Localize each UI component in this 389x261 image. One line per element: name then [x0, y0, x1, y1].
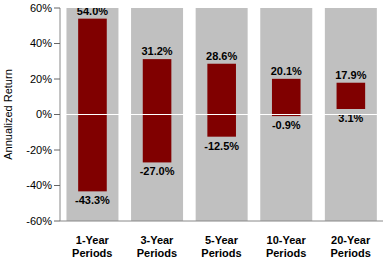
svg-text:-43.3%: -43.3% [75, 194, 110, 206]
svg-text:3-YearPeriods: 3-YearPeriods [137, 234, 177, 259]
svg-text:-20%: -20% [26, 144, 52, 156]
svg-text:40%: 40% [30, 37, 52, 49]
svg-text:31.2%: 31.2% [141, 45, 172, 57]
svg-text:28.6%: 28.6% [206, 50, 237, 62]
svg-text:-0.9%: -0.9% [272, 119, 301, 131]
svg-text:60%: 60% [30, 2, 52, 14]
svg-text:3.1%: 3.1% [338, 112, 363, 124]
svg-text:5-YearPeriods: 5-YearPeriods [201, 234, 241, 259]
svg-text:20%: 20% [30, 73, 52, 85]
svg-text:0%: 0% [36, 108, 52, 120]
svg-text:1-YearPeriods: 1-YearPeriods [72, 234, 112, 259]
svg-text:-40%: -40% [26, 179, 52, 191]
svg-text:-27.0%: -27.0% [140, 165, 175, 177]
svg-text:54.0%: 54.0% [77, 8, 108, 17]
svg-text:10-YearPeriods: 10-YearPeriods [266, 234, 306, 259]
svg-text:-60%: -60% [26, 215, 52, 227]
svg-text:20-YearPeriods: 20-YearPeriods [331, 234, 371, 259]
svg-text:20.1%: 20.1% [271, 65, 302, 77]
svg-text:Annualized Return: Annualized Return [8, 69, 14, 160]
svg-text:-12.5%: -12.5% [204, 140, 239, 152]
svg-text:17.9%: 17.9% [335, 69, 366, 81]
